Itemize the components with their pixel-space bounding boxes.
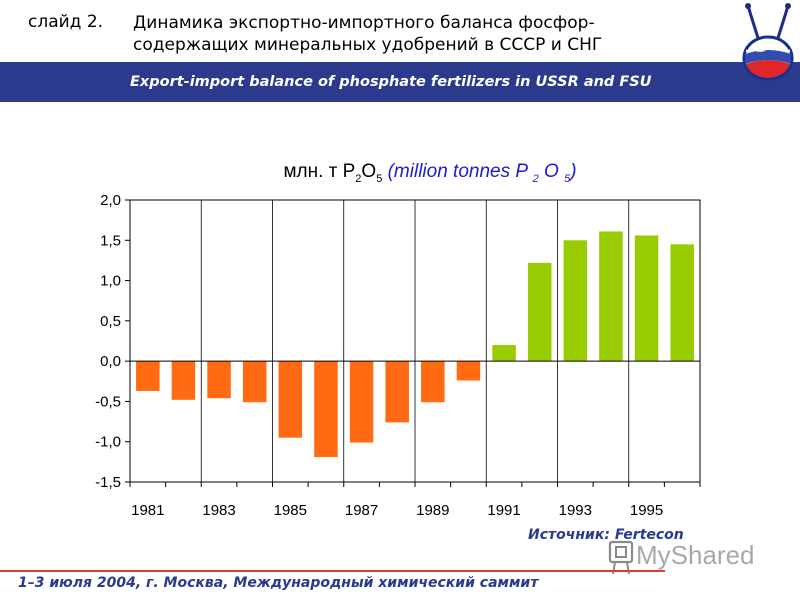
bar-1988: [385, 361, 409, 423]
footer-text: 1–3 июля 2004, г. Москва, Международный …: [18, 575, 539, 591]
bar-1994: [599, 231, 623, 362]
y-tick-label: 1,5: [100, 232, 121, 249]
bar-1989: [421, 361, 445, 403]
x-tick-label: 1985: [274, 502, 307, 519]
x-tick-label: 1989: [416, 502, 449, 519]
y-tick-label: 1,0: [100, 273, 121, 290]
bar-1993: [563, 240, 588, 362]
bar-1986: [314, 361, 338, 458]
chart-title: млн. т P2O5 (million tonnes P 2 O 5): [0, 161, 800, 185]
y-tick-label: -1,5: [95, 474, 121, 491]
watermark-logo-icon: MyShared: [608, 540, 755, 575]
bar-1987: [349, 361, 374, 443]
page-title-en: Export-import balance of phosphate ferti…: [130, 74, 652, 90]
y-tick-label: -0,5: [95, 393, 121, 410]
bar-1983: [207, 361, 231, 399]
chart-title-en-suffix: ): [570, 161, 577, 182]
summit-logo-icon: [742, 3, 794, 81]
chart-title-sub-2: 2: [355, 172, 362, 185]
chart-title-sub-5: 5: [376, 172, 383, 185]
bar-1982: [171, 361, 196, 400]
bar-layer: [136, 231, 694, 458]
chart-title-en-mid: O: [538, 161, 565, 182]
x-tick-label: 1995: [630, 502, 663, 519]
bar-1990: [456, 361, 481, 381]
chart-title-en-sub-2: 2: [532, 172, 539, 185]
footer-line: [0, 570, 665, 572]
y-tick-label: -1,0: [95, 434, 121, 451]
x-tick-label: 1991: [487, 502, 520, 519]
axis-layer: [125, 199, 701, 487]
title-ru-line-1: Динамика экспортно-импортного баланса фо…: [133, 13, 595, 33]
x-tick-label: 1983: [202, 502, 235, 519]
source-note: Источник: Fertecon: [528, 527, 684, 543]
bar-1996: [670, 244, 694, 362]
y-tick-label: 0,5: [100, 313, 121, 330]
chart-title-en-sub-5: 5: [564, 172, 571, 185]
bar-1991: [492, 345, 516, 362]
label-layer: 2,0 1,5 1,0 0,5 0,0 -0,5 -1,0 -1,5 1981 1983 1985 1…: [95, 192, 663, 519]
bar-1985: [278, 361, 303, 438]
svg-text:MyShared: MyShared: [636, 540, 755, 570]
y-tick-label: 0,0: [100, 353, 121, 370]
x-tick-label: 1993: [559, 502, 592, 519]
bar-1984: [242, 361, 267, 403]
chart-title-ru-mid: O: [361, 161, 377, 182]
title-ru-line-2: содержащих минеральных удобрений в СССР …: [133, 35, 603, 55]
bar-1981: [136, 361, 160, 391]
x-tick-label: 1981: [131, 502, 164, 519]
page-title-ru: Динамика экспортно-импортного баланса фо…: [133, 12, 693, 56]
header-band: [0, 62, 800, 102]
bar-1992: [527, 262, 552, 362]
chart-title-en-prefix: (million tonnes P: [387, 161, 533, 182]
chart-title-ru: млн. т P: [283, 161, 356, 182]
x-tick-label: 1987: [345, 502, 378, 519]
slide-number: слайд 2.: [28, 12, 104, 32]
y-tick-label: 2,0: [100, 192, 121, 209]
chart-title-en: (million tonnes P 2 O 5): [387, 161, 577, 185]
bar-1995: [634, 235, 659, 362]
